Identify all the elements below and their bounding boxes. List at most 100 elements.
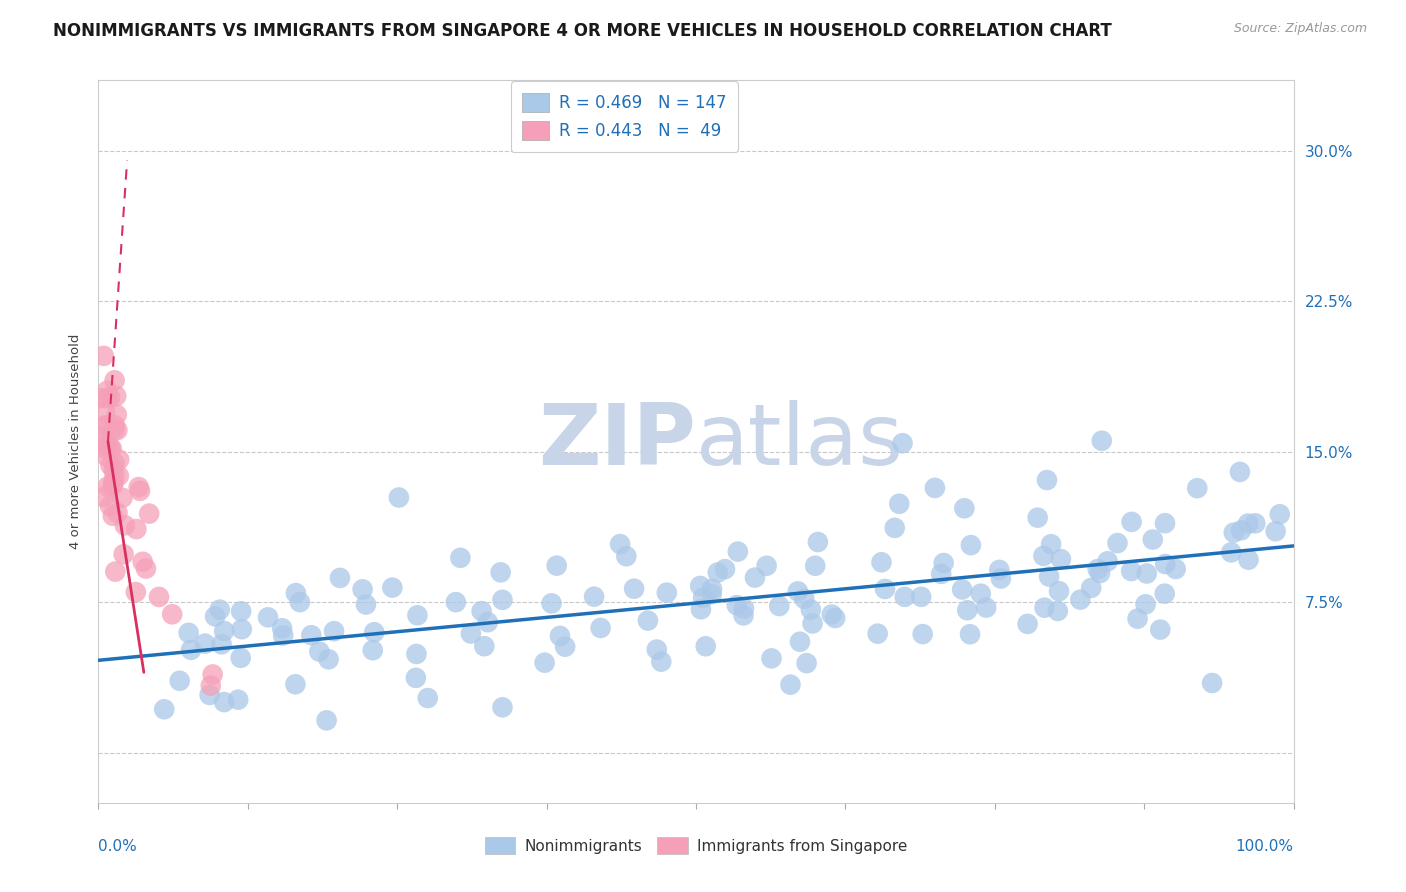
Point [472,639,495,653]
Point [104,373,127,387]
Point [1121,515,1143,529]
Point [1121,564,1143,578]
Point [1223,525,1246,540]
Point [444,595,467,609]
Point [93,490,115,504]
Point [288,595,311,609]
Point [637,614,659,628]
Point [950,582,973,597]
Point [645,642,668,657]
Point [589,621,612,635]
Point [924,481,946,495]
Point [623,582,645,596]
Point [97,479,120,493]
Point [866,626,889,640]
Point [988,563,1011,577]
Point [725,598,748,612]
Point [107,506,129,520]
Point [129,483,152,498]
Point [329,571,352,585]
Point [1107,536,1129,550]
Point [89,391,111,405]
Point [114,518,136,533]
Point [169,673,191,688]
Point [405,671,427,685]
Point [315,714,337,728]
Point [100,458,122,473]
Point [104,418,127,433]
Point [727,544,749,558]
Point [959,627,981,641]
Point [650,655,672,669]
Point [94,434,117,449]
Point [789,634,811,648]
Point [318,652,340,666]
Point [104,456,127,470]
Point [1032,549,1054,563]
Point [706,566,728,580]
Point [1154,516,1177,531]
Point [104,565,127,579]
Point [1017,616,1039,631]
Point [1087,562,1109,576]
Text: Source: ZipAtlas.com: Source: ZipAtlas.com [1233,22,1367,36]
Point [700,582,723,596]
Point [873,582,896,596]
Point [128,480,150,494]
Point [614,549,637,564]
Point [103,423,125,437]
Point [956,603,979,617]
Point [105,423,128,437]
Point [893,590,915,604]
Point [98,499,121,513]
Point [177,625,200,640]
Point [911,627,934,641]
Point [990,572,1012,586]
Point [212,695,235,709]
Point [381,581,404,595]
Point [733,608,755,623]
Point [103,463,125,477]
Point [363,625,385,640]
Point [131,555,153,569]
Point [1237,552,1260,566]
Point [112,547,135,561]
Point [229,650,252,665]
Point [744,571,766,585]
Point [533,656,555,670]
Point [100,442,122,456]
Point [1126,612,1149,626]
Point [1230,524,1253,538]
Point [1264,524,1286,539]
Point [103,470,125,484]
Point [98,391,121,405]
Text: NONIMMIGRANTS VS IMMIGRANTS FROM SINGAPORE 4 OR MORE VEHICLES IN HOUSEHOLD CORRE: NONIMMIGRANTS VS IMMIGRANTS FROM SINGAPO… [53,22,1112,40]
Point [135,561,157,575]
Point [471,604,494,618]
Point [107,468,129,483]
Point [690,602,713,616]
Point [491,592,513,607]
Point [103,476,125,491]
Point [125,522,148,536]
Point [1268,508,1291,522]
Point [489,566,512,580]
Point [1088,566,1111,580]
Point [1142,533,1164,547]
Point [105,408,128,422]
Point [354,598,377,612]
Point [733,601,755,615]
Point [714,562,737,576]
Point [388,491,411,505]
Point [540,596,562,610]
Point [96,384,118,398]
Point [125,585,148,599]
Point [1036,473,1059,487]
Point [1097,554,1119,568]
Point [105,389,128,403]
Point [1244,516,1267,531]
Point [477,615,499,630]
Point [807,535,830,549]
Point [953,501,976,516]
Point [1091,434,1114,448]
